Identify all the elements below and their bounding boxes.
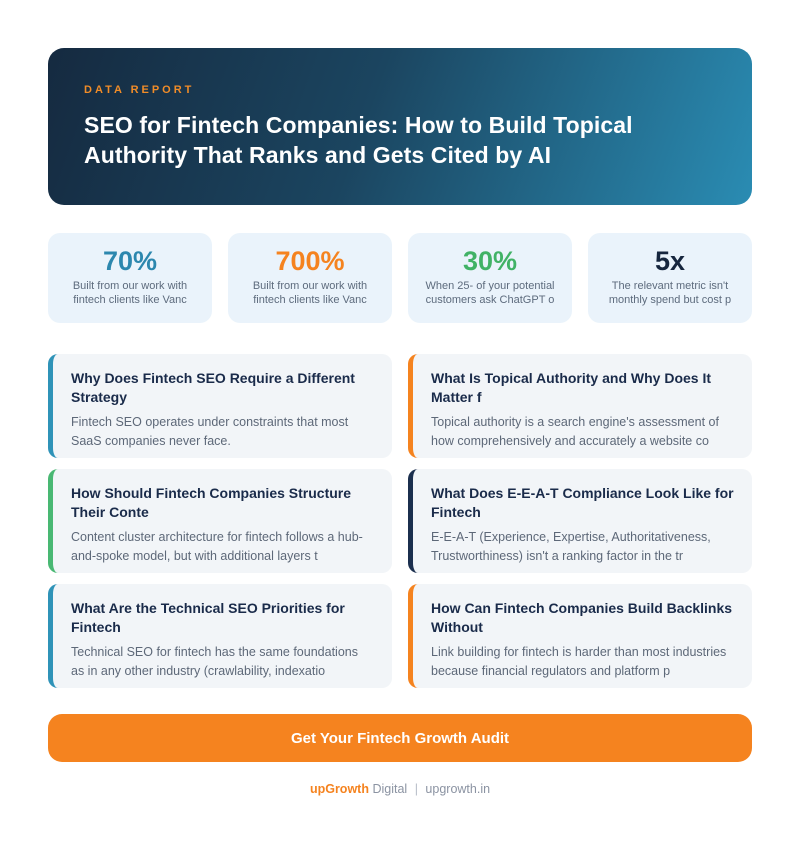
brand-name: upGrowth: [309, 782, 369, 796]
question-card-title: How Can Fintech Companies Build Backlink…: [431, 600, 733, 635]
stat-value: 30%: [462, 246, 518, 276]
question-card-body: E-E-A-T (Experience, Expertise, Authorit…: [431, 530, 711, 563]
question-card: Why Does Fintech SEO Require a Different…: [48, 354, 392, 458]
question-card-title: How Should Fintech Companies Structure T…: [71, 485, 352, 520]
question-card-body: Link building for fintech is harder than…: [431, 645, 727, 678]
question-card-title: What Is Topical Authority and Why Does I…: [431, 370, 712, 405]
report-page: DATA REPORT SEO for Fintech Companies: H…: [48, 0, 752, 796]
question-card-body: Fintech SEO operates under constraints t…: [71, 415, 349, 448]
stat-value: 700%: [275, 246, 345, 276]
question-cards-grid: Why Does Fintech SEO Require a Different…: [48, 354, 752, 688]
question-card-body: Topical authority is a search engine's a…: [431, 415, 719, 448]
stat-card: 5x The relevant metric isn't monthly spe…: [588, 233, 752, 323]
question-card: What Are the Technical SEO Priorities fo…: [48, 584, 392, 688]
question-card-title: What Are the Technical SEO Priorities fo…: [71, 600, 345, 635]
question-card: What Is Topical Authority and Why Does I…: [408, 354, 752, 458]
question-card-title: What Does E-E-A-T Compliance Look Like f…: [431, 485, 734, 520]
footer-separator: |: [414, 782, 418, 796]
hero-header: DATA REPORT SEO for Fintech Companies: H…: [48, 48, 752, 205]
stat-value: 70%: [102, 246, 158, 276]
stats-row: 70% Built from our work with fintech cli…: [48, 233, 752, 323]
question-card-body: Content cluster architecture for fintech…: [71, 530, 363, 563]
brand-suffix: Digital: [372, 782, 408, 796]
footer: upGrowth Digital | upgrowth.in: [48, 782, 752, 796]
stat-card: 700% Built from our work with fintech cl…: [228, 233, 392, 323]
stat-description: The relevant metric isn't monthly spend …: [608, 280, 732, 306]
stat-description: Built from our work with fintech clients…: [72, 280, 188, 306]
stat-card: 70% Built from our work with fintech cli…: [48, 233, 212, 323]
question-card: What Does E-E-A-T Compliance Look Like f…: [408, 469, 752, 573]
question-card: How Can Fintech Companies Build Backlink…: [408, 584, 752, 688]
question-card-title: Why Does Fintech SEO Require a Different…: [71, 370, 355, 405]
page-title: SEO for Fintech Companies: How to Build …: [84, 112, 633, 168]
stat-card: 30% When 25- of your potential customers…: [408, 233, 572, 323]
stat-description: When 25- of your potential customers ask…: [425, 280, 555, 306]
website-link[interactable]: upgrowth.in: [425, 782, 491, 796]
stat-value: 5x: [654, 246, 686, 276]
cta-button[interactable]: Get Your Fintech Growth Audit: [48, 714, 752, 762]
question-card: How Should Fintech Companies Structure T…: [48, 469, 392, 573]
question-card-body: Technical SEO for fintech has the same f…: [71, 645, 358, 678]
report-type-label: DATA REPORT: [84, 84, 195, 96]
stat-description: Built from our work with fintech clients…: [252, 280, 368, 306]
